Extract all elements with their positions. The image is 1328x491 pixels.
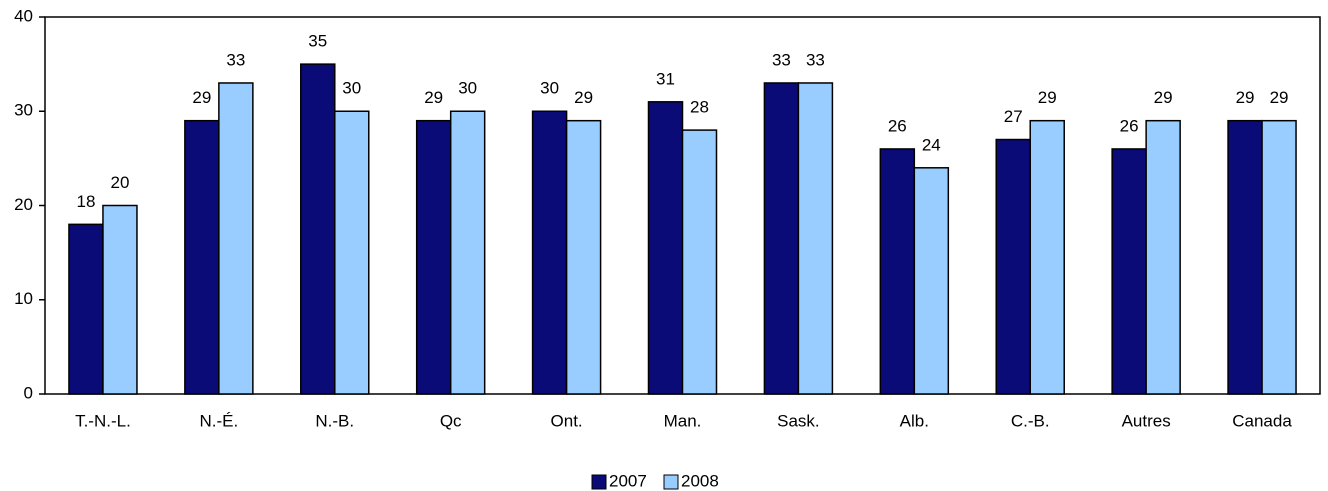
bar xyxy=(681,129,718,395)
data-label: 35 xyxy=(308,32,327,51)
data-label: 26 xyxy=(1120,116,1139,135)
data-label: 29 xyxy=(192,88,211,107)
bar xyxy=(1227,119,1263,395)
x-tick-label: Ont. xyxy=(551,411,583,430)
y-tick-label: 20 xyxy=(14,195,33,214)
y-tick-label: 40 xyxy=(14,6,33,25)
data-label: 29 xyxy=(1154,88,1173,107)
data-label: 31 xyxy=(656,69,675,88)
bar xyxy=(1111,148,1147,395)
bar xyxy=(763,82,800,395)
legend-swatch xyxy=(663,474,679,490)
bar xyxy=(1261,119,1297,395)
bar xyxy=(1145,119,1181,395)
x-tick-label: T.-N.-L. xyxy=(75,411,131,430)
legend-swatch xyxy=(591,474,607,490)
x-tick-label: Qc xyxy=(440,411,462,430)
bar xyxy=(879,148,916,395)
data-label: 18 xyxy=(76,192,95,211)
y-tick-label: 0 xyxy=(24,383,33,402)
bar xyxy=(334,110,370,395)
x-tick-label: Canada xyxy=(1232,411,1292,430)
data-label: 30 xyxy=(458,79,477,98)
data-label: 24 xyxy=(922,135,941,154)
bar xyxy=(995,138,1031,395)
x-tick-label: Man. xyxy=(664,411,702,430)
bar xyxy=(797,82,834,395)
x-tick-label: Alb. xyxy=(900,411,929,430)
data-label: 30 xyxy=(540,79,559,98)
y-tick-label: 10 xyxy=(14,289,33,308)
data-label: 33 xyxy=(806,50,825,69)
bar xyxy=(184,119,220,395)
data-label: 29 xyxy=(574,88,593,107)
bar xyxy=(415,119,452,395)
data-label: 26 xyxy=(888,116,907,135)
bar xyxy=(68,223,104,395)
data-label: 28 xyxy=(690,98,709,117)
bar xyxy=(218,82,254,395)
data-label: 29 xyxy=(1270,88,1289,107)
legend-label: 2008 xyxy=(681,471,719,490)
bar xyxy=(1029,119,1065,395)
data-label: 33 xyxy=(772,50,791,69)
data-label: 29 xyxy=(1236,88,1255,107)
bar xyxy=(647,101,684,395)
x-tick-label: Sask. xyxy=(777,411,820,430)
y-tick-label: 30 xyxy=(14,101,33,120)
bar xyxy=(449,110,486,395)
data-label: 33 xyxy=(226,50,245,69)
x-tick-label: C.-B. xyxy=(1011,411,1050,430)
data-label: 29 xyxy=(424,88,443,107)
bar xyxy=(102,204,138,395)
x-tick-label: Autres xyxy=(1122,411,1171,430)
x-tick-label: N.-B. xyxy=(315,411,354,430)
bar xyxy=(531,110,568,395)
data-label: 30 xyxy=(342,79,361,98)
data-label: 29 xyxy=(1038,88,1057,107)
x-tick-label: N.-É. xyxy=(199,411,238,430)
data-label: 27 xyxy=(1004,107,1023,126)
legend-label: 2007 xyxy=(609,471,647,490)
bar xyxy=(565,119,602,395)
data-label: 20 xyxy=(110,173,129,192)
bar xyxy=(913,167,950,395)
bar xyxy=(300,63,336,395)
